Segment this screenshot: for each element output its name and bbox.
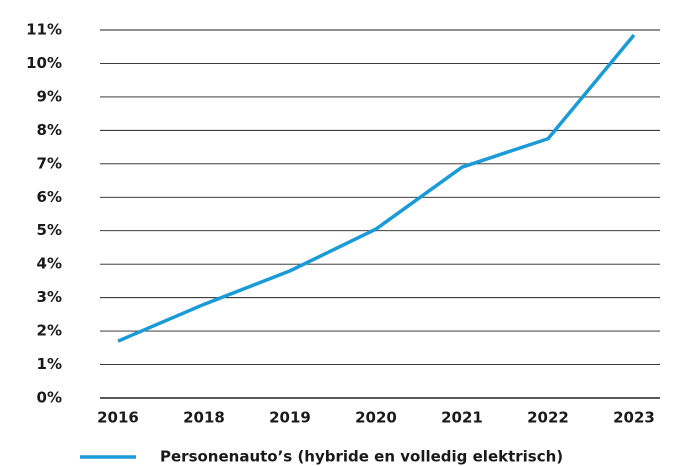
x-tick-label: 2021	[441, 409, 483, 427]
y-tick-label: 2%	[37, 322, 62, 340]
y-tick-label: 9%	[37, 87, 62, 105]
y-tick-label: 5%	[37, 221, 62, 239]
data-line	[117, 33, 636, 343]
x-tick-label: 2020	[355, 409, 397, 427]
y-tick-label: 7%	[37, 154, 62, 172]
y-tick-label: 0%	[37, 389, 62, 407]
y-tick-label: 1%	[37, 355, 62, 373]
y-tick-label: 10%	[26, 54, 62, 72]
legend-label: Personenauto’s (hybride en volledig elek…	[160, 448, 563, 466]
y-tick-label: 4%	[37, 255, 62, 273]
y-tick-label: 11%	[26, 21, 62, 39]
x-tick-label: 2019	[269, 409, 311, 427]
y-tick-label: 3%	[37, 288, 62, 306]
x-tick-label: 2018	[183, 409, 225, 427]
x-tick-label: 2016	[97, 409, 139, 427]
y-tick-label: 6%	[37, 188, 62, 206]
x-tick-label: 2022	[527, 409, 569, 427]
x-tick-label: 2023	[613, 409, 655, 427]
y-tick-label: 8%	[37, 121, 62, 139]
